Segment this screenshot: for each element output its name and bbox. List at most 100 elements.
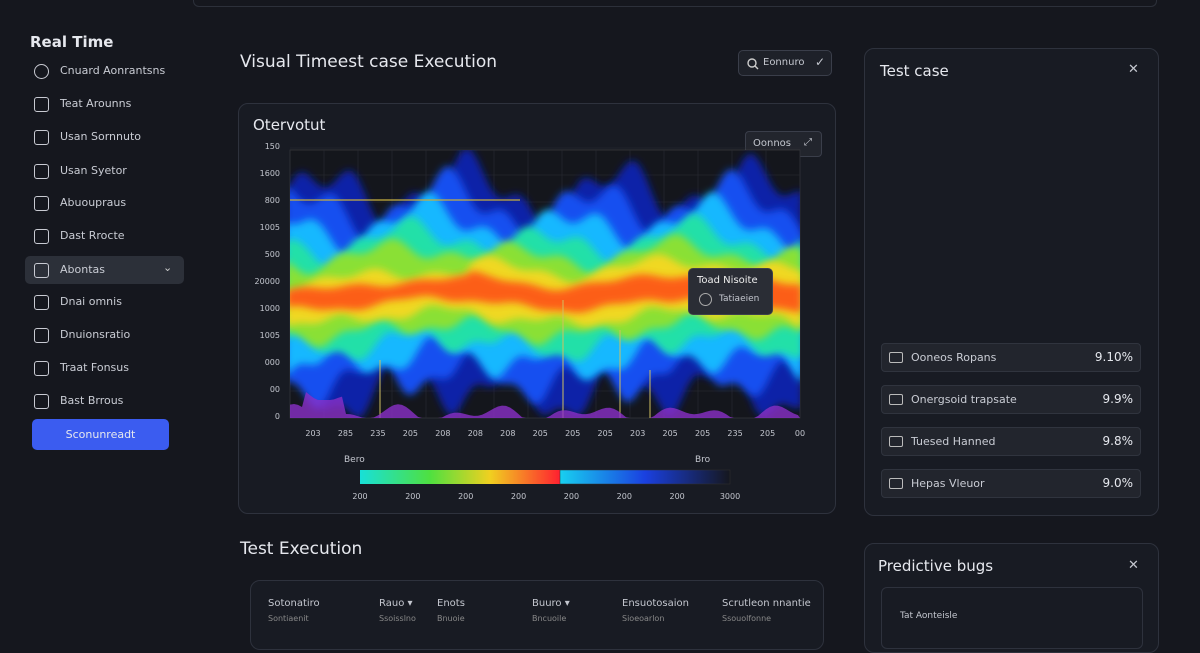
row-label: Hepas Vleuor [911,477,985,490]
sidebar-active [25,256,184,284]
y-tick-label: 000 [264,358,280,367]
x-tick-label: 203 [305,429,321,438]
colorbar-tick-label: 200 [510,492,527,501]
colorbar-tick-label: 200 [458,492,474,501]
check-icon: ✓ [815,55,826,69]
sidebar-icon [34,263,49,278]
tooltip-icon [699,293,712,306]
colorbar-tick-label: 200 [352,492,368,501]
x-tick-label: 208 [500,429,516,438]
colorbar-right [559,469,731,485]
sidebar-button[interactable]: Sconunreadt [32,419,169,450]
sidebar-item[interactable]: Abontas [60,263,105,276]
x-tick-label: 205 [532,429,548,438]
colorbar-right-label: Bro [695,455,711,465]
colorbar-left-label: Bero [344,455,365,465]
sidebar-icon [34,295,49,310]
sidebar-item[interactable]: Dnuionsratio [60,328,131,341]
sidebar-icon [34,328,49,343]
close-icon[interactable]: ✕ [1128,62,1139,77]
colorbar-tick-label: 200 [616,492,632,501]
sidebar-item[interactable]: Teat Arounns [60,97,132,110]
test-case-row[interactable] [881,427,1141,456]
x-tick-label: 205 [402,429,419,438]
table-header: Ensuotosaion [622,598,689,609]
sidebar-icon [34,64,49,79]
sidebar-icon [34,361,49,376]
close-icon[interactable]: ✕ [1128,558,1139,573]
y-tick-label: 150 [264,142,280,151]
sidebar-item[interactable]: Dast Rrocte [60,229,125,242]
search-text: Eonnuro [763,57,805,68]
colorbar-left [360,470,560,484]
y-tick-label: 800 [264,196,280,205]
sidebar-item[interactable]: Usan Syetor [60,164,127,177]
colorbar-tick-label: 3000 [719,492,741,501]
row-icon [889,352,903,363]
tooltip-subtitle: Tatiaeien [719,294,760,304]
heatmap [290,150,800,418]
x-tick-label: 00 [794,429,806,438]
x-tick-label: 235 [727,429,743,438]
row-icon [889,478,903,489]
x-tick-label: 205 [694,429,711,438]
table-header: Scrutleon nnantie [722,598,811,609]
predictive-bugs-title: Predictive bugs [878,557,994,575]
sidebar-item[interactable]: Cnuard Aonrantsns [60,64,166,77]
y-tick-label: 0 [274,412,280,421]
colorbar-tick-label: 200 [405,492,421,501]
sidebar-icon [34,229,49,244]
tooltip-title: Toad Nisoite [697,275,758,286]
search-icon [747,58,759,70]
sidebar-icon [34,130,49,145]
table-cell: Ssouolfonne [722,614,772,623]
chevron: ⌄ [163,261,173,274]
table-header: Buuro ▾ [532,598,570,609]
sidebar-item[interactable]: Usan Sornnuto [60,130,141,143]
y-tick-label: 1600 [259,169,280,178]
row-value: 9.8% [1102,434,1134,448]
sidebar-icon [34,97,49,112]
table-header: Rauo ▾ [379,598,413,609]
bottom-spikes [290,391,800,418]
predictive-bugs-row: Tat Aonteisle [900,611,958,621]
row-label: Onergsoid trapsate [911,393,1017,406]
test-execution-title: Test Execution [240,539,363,559]
test-case-row[interactable] [881,469,1141,498]
sidebar-icon [34,196,49,211]
colorbar-tick-label: 200 [563,492,580,501]
tooltip: Toad Nisoite Tatiaeien [688,268,773,315]
expand-icon: ⤢ [804,137,812,148]
search-box[interactable]: Eonnuro ✓ [738,50,832,76]
test-case-title: Test case [880,62,949,80]
x-tick-label: 205 [759,429,776,438]
x-tick-label: 235 [370,429,386,438]
table-header: Sotonatiro [268,598,320,609]
y-tick-label: 20000 [254,277,280,286]
heat-layer [290,271,800,313]
sidebar-icon [34,164,49,179]
table-cell: Ssoisslno [379,614,416,623]
x-tick-label: 203 [630,429,646,438]
x-tick-label: 285 [337,429,354,438]
test-case-row[interactable] [881,385,1141,414]
y-tick-label: 1000 [259,304,280,313]
overview-button-text: Oonnos [753,138,791,149]
test-case-row[interactable] [881,343,1141,372]
sidebar-item[interactable]: Abuoupraus [60,196,127,209]
table-cell: Sontiaenit [268,614,309,623]
sidebar-item[interactable]: Bast Brrous [60,394,124,407]
x-tick-label: 208 [435,429,451,438]
x-tick-label: 205 [662,429,678,438]
x-tick-label: 205 [565,429,581,438]
overview-title: Otervotut [253,116,326,134]
y-tick-label: 1005 [259,331,280,340]
table-cell: Sioeoarlon [622,614,665,623]
sidebar-item[interactable]: Dnai omnis [60,295,122,308]
sidebar-item[interactable]: Traat Fonsus [60,361,129,374]
page: Real Time Cnuard Aonrantsns Teat Arounns U… [25,0,1159,653]
table-cell: Bnuoie [437,614,465,623]
row-label: Ooneos Ropans [911,351,997,364]
row-value: 9.0% [1102,476,1134,490]
main-title: Visual Timeest case Execution [240,52,498,72]
